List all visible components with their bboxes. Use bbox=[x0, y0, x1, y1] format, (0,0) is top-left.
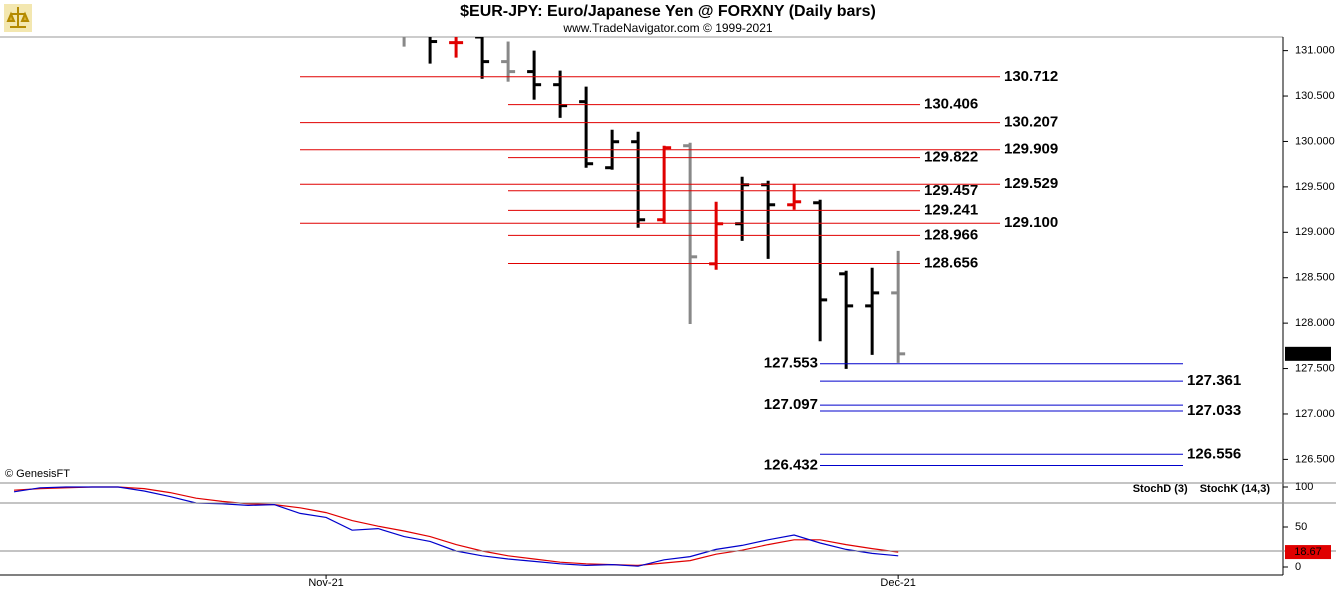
x-tick-label: Dec-21 bbox=[880, 577, 915, 589]
y2-tick-label: 100 bbox=[1295, 481, 1313, 493]
y2-tick-label: 0 bbox=[1295, 561, 1301, 573]
level-label: 129.457 bbox=[924, 182, 978, 199]
stoch-line bbox=[13, 486, 899, 567]
level-label: 130.406 bbox=[924, 96, 978, 113]
y-tick-label: 128.000 bbox=[1295, 317, 1335, 329]
level-label: 129.100 bbox=[1004, 214, 1058, 231]
x-tick-label: Nov-21 bbox=[308, 577, 343, 589]
y-tick-label: 129.000 bbox=[1295, 226, 1335, 238]
y2-tick-label: 50 bbox=[1295, 521, 1307, 533]
chart-subtitle: www.TradeNavigator.com © 1999-2021 bbox=[562, 21, 772, 35]
level-label: 129.529 bbox=[1004, 175, 1058, 192]
credit: © GenesisFT bbox=[5, 468, 70, 480]
last-value-box bbox=[1285, 545, 1331, 560]
y-tick-label: 127.500 bbox=[1295, 362, 1335, 374]
y-tick-label: 127.000 bbox=[1295, 408, 1335, 420]
last-price-box bbox=[1285, 346, 1331, 361]
level-label: 126.432 bbox=[764, 457, 818, 474]
y-tick-label: 131.000 bbox=[1295, 45, 1335, 57]
level-label: 129.241 bbox=[924, 201, 978, 218]
level-label: 128.966 bbox=[924, 226, 978, 243]
level-label: 130.207 bbox=[1004, 114, 1058, 131]
y-tick-label: 126.500 bbox=[1295, 453, 1335, 465]
legend-entry: StochK (14,3) bbox=[1200, 483, 1271, 495]
level-label: 127.553 bbox=[764, 355, 818, 372]
legend-entry: StochD (3) bbox=[1133, 483, 1188, 495]
y-tick-label: 128.500 bbox=[1295, 272, 1335, 284]
last-value-label: 18.67 bbox=[1294, 546, 1322, 558]
level-label: 127.361 bbox=[1187, 372, 1241, 389]
last-price-label: 127.662 bbox=[1288, 348, 1328, 360]
level-label: 130.712 bbox=[1004, 68, 1058, 85]
level-label: 127.097 bbox=[764, 396, 818, 413]
level-label: 129.909 bbox=[1004, 141, 1058, 158]
level-label: 126.556 bbox=[1187, 445, 1241, 462]
level-label: 127.033 bbox=[1187, 402, 1241, 419]
level-label: 129.822 bbox=[924, 149, 978, 166]
y-tick-label: 129.500 bbox=[1295, 181, 1335, 193]
logo bbox=[4, 4, 32, 32]
y-tick-label: 130.000 bbox=[1295, 135, 1335, 147]
y-tick-label: 130.500 bbox=[1295, 90, 1335, 102]
level-label: 128.656 bbox=[924, 255, 978, 272]
chart-title: $EUR-JPY: Euro/Japanese Yen @ FORXNY (Da… bbox=[460, 3, 876, 20]
